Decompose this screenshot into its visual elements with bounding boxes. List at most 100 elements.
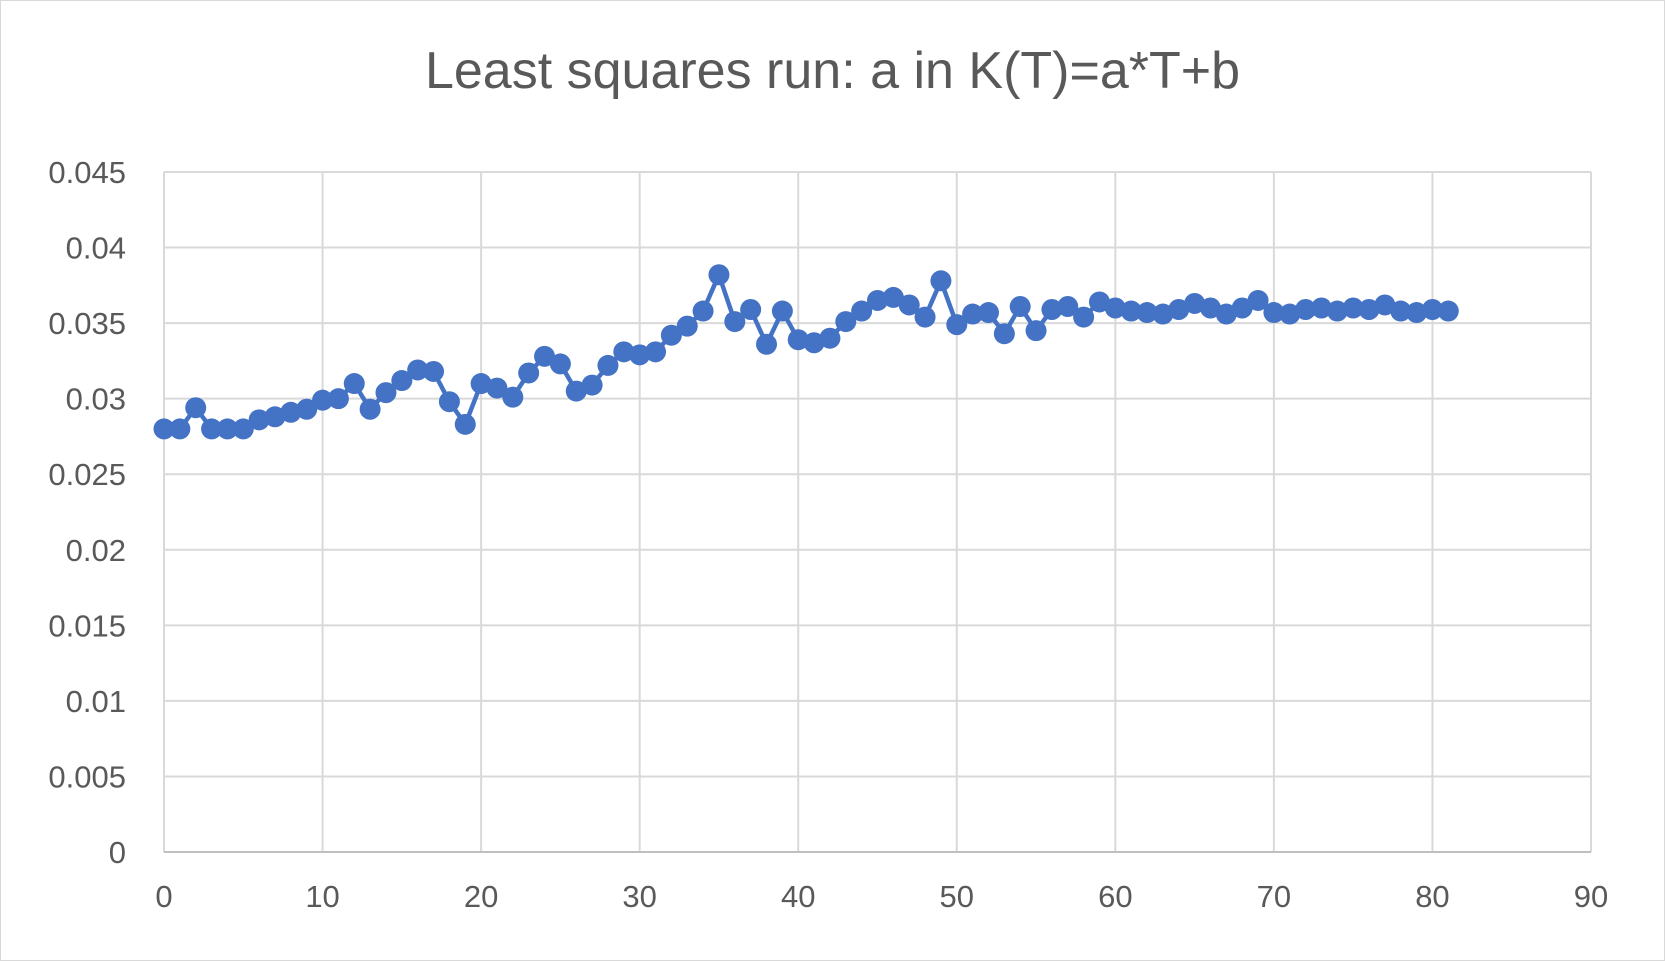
- data-point: [1406, 302, 1428, 324]
- x-tick-label: 20: [464, 879, 498, 914]
- data-point: [454, 413, 476, 435]
- data-point: [645, 341, 667, 363]
- data-point: [629, 344, 651, 366]
- data-point: [264, 406, 286, 428]
- data-point: [185, 397, 207, 419]
- y-tick-label: 0.02: [66, 533, 126, 568]
- data-point: [486, 377, 508, 399]
- x-tick-label: 30: [622, 879, 656, 914]
- data-point: [851, 300, 873, 322]
- data-point: [248, 409, 270, 431]
- data-point: [692, 300, 714, 322]
- data-point: [1168, 299, 1190, 321]
- data-point: [312, 389, 334, 411]
- data-point: [1247, 289, 1269, 311]
- data-point: [1279, 303, 1301, 325]
- data-point: [1374, 294, 1396, 316]
- data-point: [597, 354, 619, 376]
- data-point: [1421, 299, 1443, 321]
- y-tick-label: 0.01: [66, 684, 126, 719]
- data-point: [581, 374, 603, 396]
- data-point: [1390, 300, 1412, 322]
- data-point: [1136, 302, 1158, 324]
- x-tick-label: 70: [1257, 879, 1291, 914]
- y-tick-label: 0: [109, 835, 126, 870]
- chart-title: Least squares run: a in K(T)=a*T+b: [424, 42, 1241, 100]
- data-point: [930, 270, 952, 292]
- data-point: [296, 398, 318, 420]
- data-point: [993, 323, 1015, 345]
- data-point: [470, 373, 492, 395]
- data-point: [407, 359, 429, 381]
- data-point: [1120, 300, 1142, 322]
- data-point: [201, 418, 223, 440]
- data-point: [1215, 303, 1237, 325]
- data-point: [534, 345, 556, 367]
- data-point: [756, 333, 778, 355]
- data-point: [1057, 295, 1079, 317]
- data-point: [787, 329, 809, 351]
- x-tick-label: 40: [781, 879, 815, 914]
- data-point: [327, 388, 349, 410]
- data-point: [962, 303, 984, 325]
- data-point: [549, 353, 571, 375]
- data-point: [1199, 297, 1221, 319]
- data-point: [1152, 303, 1174, 325]
- data-point: [1326, 300, 1348, 322]
- data-point: [1088, 291, 1110, 313]
- data-point: [771, 300, 793, 322]
- data-point: [280, 401, 302, 423]
- data-point: [375, 382, 397, 404]
- data-point: [502, 386, 524, 408]
- data-point: [708, 264, 730, 286]
- data-point: [232, 418, 254, 440]
- data-point: [216, 418, 238, 440]
- data-point: [613, 341, 635, 363]
- y-tick-label: 0.015: [48, 608, 126, 643]
- x-tick-label: 80: [1415, 879, 1449, 914]
- data-point: [1073, 306, 1095, 328]
- data-point: [1342, 297, 1364, 319]
- data-point: [835, 311, 857, 333]
- data-point: [867, 289, 888, 311]
- data-point: [882, 286, 904, 308]
- x-tick-label: 0: [155, 879, 172, 914]
- data-point: [1263, 302, 1285, 324]
- x-tick-label: 10: [305, 879, 339, 914]
- data-point: [343, 373, 365, 395]
- y-tick-label: 0.04: [66, 231, 126, 266]
- data-point: [359, 398, 381, 420]
- data-point: [819, 327, 841, 349]
- y-tick-label: 0.045: [48, 155, 126, 190]
- x-tick-label: 50: [940, 879, 974, 914]
- data-point: [803, 332, 825, 354]
- data-point: [438, 391, 460, 413]
- data-point: [1025, 320, 1047, 342]
- data-point: [391, 370, 413, 392]
- data-point: [724, 311, 746, 333]
- x-tick-label: 90: [1574, 879, 1608, 914]
- y-tick-label: 0.025: [48, 457, 126, 492]
- data-point: [740, 299, 762, 321]
- x-tick-label: 60: [1098, 879, 1132, 914]
- y-tick-label: 0.03: [66, 382, 126, 417]
- data-point: [518, 362, 540, 384]
- data-point: [1009, 295, 1031, 317]
- data-point: [153, 418, 175, 440]
- data-point: [1231, 297, 1253, 319]
- data-point: [977, 302, 999, 324]
- y-tick-label: 0.005: [48, 759, 126, 794]
- data-point: [169, 418, 191, 440]
- data-point: [676, 315, 698, 337]
- data-point: [660, 324, 682, 346]
- data-point: [423, 360, 445, 382]
- data-point: [1437, 300, 1459, 322]
- data-point: [914, 306, 936, 328]
- data-point: [565, 380, 587, 402]
- data-point: [1041, 299, 1063, 321]
- data-point: [1295, 299, 1317, 321]
- data-point: [898, 294, 920, 316]
- data-point: [946, 314, 968, 336]
